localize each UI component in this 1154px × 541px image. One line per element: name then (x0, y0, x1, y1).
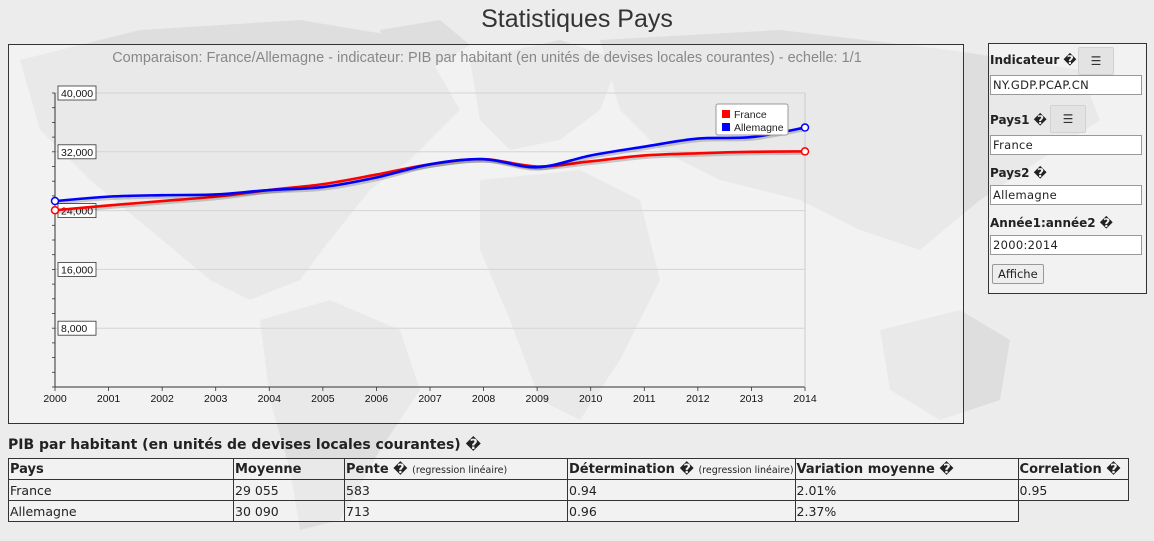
help-icon[interactable]: � (1099, 216, 1113, 230)
header-determination-note: (regression linéaire) (698, 464, 794, 476)
legend-swatch-france (722, 110, 730, 118)
data-point-france[interactable] (50, 205, 60, 215)
help-icon[interactable]: � (1033, 113, 1047, 127)
series-shadow-allemagne (55, 128, 807, 205)
x-tick-label: 2009 (525, 393, 549, 405)
pays1-input[interactable] (990, 135, 1142, 155)
indicateur-input[interactable] (990, 75, 1142, 95)
cell-determination: 0.94 (567, 479, 796, 501)
cell-variation: 2.01% (794, 479, 1019, 501)
header-variation: Variation moyenne � (794, 458, 1019, 480)
indicateur-label: Indicateur � (990, 53, 1077, 67)
header-determination-text: Détermination � (569, 461, 694, 477)
x-tick-label: 2005 (311, 393, 335, 405)
help-icon[interactable]: � (1063, 53, 1077, 67)
x-tick-label: 2006 (365, 393, 389, 405)
cell-variation: 2.37% (794, 500, 1019, 522)
y-tick-label: 32,000 (61, 147, 93, 159)
help-icon[interactable]: � (1033, 166, 1047, 180)
list-icon: ☰ (1062, 112, 1074, 126)
indicateur-list-button[interactable]: ☰ (1078, 47, 1114, 75)
stats-header-row: Pays Moyenne Pente � (regression linéair… (8, 458, 1129, 480)
list-icon: ☰ (1090, 54, 1102, 68)
x-tick-label: 2004 (258, 393, 282, 405)
header-determination: Détermination � (regression linéaire) (567, 458, 796, 480)
x-tick-label: 2001 (97, 393, 121, 405)
series-shadow-france (55, 151, 807, 214)
cell-empty (1018, 501, 1128, 522)
y-tick-label-box (57, 320, 97, 336)
pays1-label-text: Pays1 (990, 113, 1030, 127)
chart-legend: France Allemagne (715, 103, 789, 136)
y-tick-label-box (57, 261, 97, 277)
x-tick-label: 2012 (686, 393, 710, 405)
header-correlation: Correlation � (1017, 458, 1129, 480)
legend-label-france: France (734, 109, 767, 121)
cell-correlation: 0.95 (1017, 479, 1129, 501)
y-tick-label: 16,000 (61, 264, 93, 276)
data-point-allemagne[interactable] (50, 196, 60, 206)
cell-moyenne: 29 055 (233, 479, 345, 501)
line-chart: Comparaison: France/Allemagne - indicate… (43, 50, 862, 405)
chart-container: Comparaison: France/Allemagne - indicate… (8, 44, 964, 424)
annees-label: Année1:année2 � (990, 216, 1113, 230)
indicateur-label-text: Indicateur (990, 53, 1060, 67)
series-line-france (54, 150, 806, 212)
stats-table: Pays Moyenne Pente � (regression linéair… (8, 458, 1129, 522)
cell-pente: 583 (344, 479, 568, 501)
y-tick-label: 40,000 (61, 88, 93, 100)
affiche-button[interactable]: Affiche (992, 264, 1044, 284)
y-tick-label-box (57, 144, 97, 160)
x-tick-label: 2007 (418, 393, 442, 405)
cell-pente: 713 (344, 500, 568, 522)
header-pays: Pays (8, 458, 234, 480)
chart-title: Comparaison: France/Allemagne - indicate… (112, 50, 862, 66)
pays2-input[interactable] (990, 185, 1142, 205)
x-tick-label: 2003 (204, 393, 228, 405)
legend-label-allemagne: Allemagne (734, 122, 784, 134)
cell-pays: France (8, 479, 234, 501)
table-row: France 29 055 583 0.94 2.01% 0.95 (8, 479, 1129, 501)
header-moyenne: Moyenne (233, 458, 345, 480)
pays1-list-button[interactable]: ☰ (1050, 105, 1086, 133)
x-tick-label: 2002 (150, 393, 174, 405)
x-tick-label: 2011 (633, 393, 656, 405)
cell-pays: Allemagne (8, 500, 234, 522)
x-tick-label: 2010 (579, 393, 603, 405)
x-tick-label: 2014 (793, 393, 817, 405)
annees-label-text: Année1:année2 (990, 216, 1096, 230)
table-row: Allemagne 30 090 713 0.96 2.37% (8, 500, 1129, 522)
stats-title: PIB par habitant (en unités de devises l… (8, 437, 482, 453)
series-line-allemagne (54, 126, 806, 203)
pays2-label-text: Pays2 (990, 166, 1030, 180)
x-tick-label: 2013 (740, 393, 764, 405)
data-point-france[interactable] (800, 147, 810, 156)
y-tick-label: 8,000 (61, 323, 87, 335)
page-title: Statistiques Pays (481, 5, 673, 33)
annees-input[interactable] (990, 235, 1142, 255)
cell-determination: 0.96 (567, 500, 796, 522)
data-point-allemagne[interactable] (800, 123, 810, 132)
x-tick-label: 2000 (43, 393, 67, 405)
header-pente: Pente � (regression linéaire) (344, 458, 568, 480)
legend-swatch-allemagne (722, 123, 730, 131)
controls-panel: Indicateur� ☰ Pays1� ☰ Pays2� Année1:ann… (988, 43, 1147, 294)
pays1-label: Pays1 � (990, 113, 1047, 127)
header-pente-note: (regression linéaire) (412, 464, 508, 476)
pays2-label: Pays2 � (990, 166, 1047, 180)
cell-moyenne: 30 090 (233, 500, 345, 522)
x-tick-label: 2008 (472, 393, 496, 405)
header-pente-text: Pente � (346, 461, 408, 477)
y-tick-label-box (57, 85, 97, 101)
